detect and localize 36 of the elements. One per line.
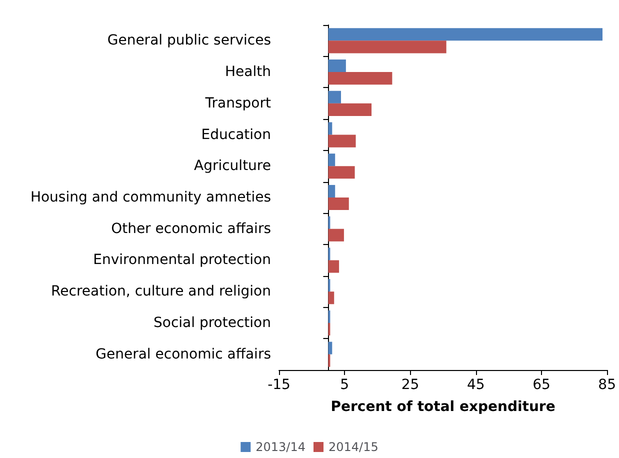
x-tick-label: 45 [466,377,485,393]
bar [328,134,356,148]
bar [328,40,446,54]
y-tick-label: Other economic affairs [111,220,271,237]
bar [328,60,346,72]
bar [328,154,336,166]
y-tick-label: Environmental protection [93,252,271,268]
legend-label: 2013/14 [256,440,306,454]
bar [328,292,334,304]
y-tick-label: Housing and community amneties [30,190,271,206]
bar [328,166,355,179]
y-tick-label: Recreation, culture and religion [51,284,271,300]
y-tick-label: Health [225,64,271,80]
x-tick-label: 65 [532,377,550,393]
x-tick-label: 5 [340,377,350,393]
y-tick-label: Transport [204,95,272,112]
bar [328,90,342,104]
y-tick-label: Education [201,126,271,143]
x-axis-title: Percent of total expenditure [330,399,556,415]
x-tick-label: -15 [268,377,290,393]
bar [328,198,349,210]
y-tick-label: Agriculture [194,158,271,174]
y-tick-label: General economic affairs [96,346,271,362]
x-tick-label: 85 [598,377,616,393]
x-tick-label: 25 [401,377,420,393]
y-tick-label: General public services [107,32,271,49]
bar [328,72,392,85]
bar [328,184,336,198]
bar [328,342,332,354]
bar [328,103,372,116]
bar [328,28,602,41]
bar [328,228,344,242]
legend-label: 2014/15 [328,440,378,454]
bar [328,260,340,273]
y-tick-label: Social protection [154,314,271,331]
bar [328,122,332,135]
